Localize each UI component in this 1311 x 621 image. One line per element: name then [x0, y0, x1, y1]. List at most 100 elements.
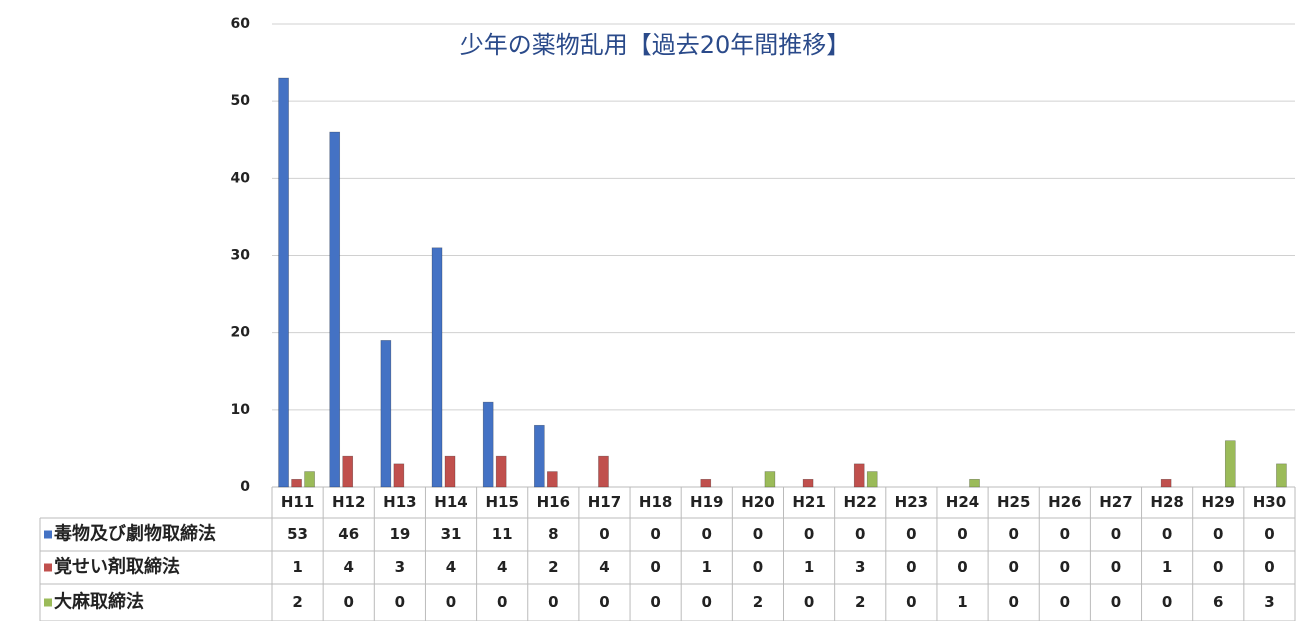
table-value: 0 — [1008, 558, 1018, 576]
table-value: 6 — [1213, 593, 1223, 611]
x-tick-label: H18 — [639, 493, 672, 511]
table-value: 2 — [548, 558, 558, 576]
bar — [304, 471, 315, 488]
table-value: 0 — [1162, 525, 1172, 543]
table-value: 0 — [1264, 525, 1274, 543]
table-value: 0 — [1111, 525, 1121, 543]
table-value: 4 — [599, 558, 609, 576]
x-tick-label: H27 — [1099, 493, 1132, 511]
chart-title: 少年の薬物乱用【過去20年間推移】 — [460, 31, 851, 59]
x-tick-label: H11 — [281, 493, 314, 511]
table-value: 0 — [957, 525, 967, 543]
x-tick-label: H16 — [537, 493, 570, 511]
x-tick-label: H14 — [434, 493, 467, 511]
bar — [291, 478, 302, 488]
table-value: 2 — [292, 593, 302, 611]
table-value: 11 — [492, 525, 513, 543]
bar — [866, 471, 878, 488]
table-value: 0 — [548, 593, 558, 611]
y-tick-label: 10 — [231, 402, 251, 418]
table-value: 0 — [906, 525, 916, 543]
x-tick-label: H21 — [792, 493, 825, 511]
table-value: 0 — [753, 558, 763, 576]
bar — [700, 478, 712, 488]
x-tick-label: H24 — [946, 493, 979, 511]
table-value: 1 — [1162, 558, 1172, 576]
x-tick-label: H25 — [997, 493, 1030, 511]
table-value: 3 — [1264, 593, 1274, 611]
bar — [444, 455, 456, 488]
table-value: 0 — [344, 593, 354, 611]
x-tick-label: H23 — [895, 493, 928, 511]
y-tick-label: 40 — [231, 170, 251, 186]
table-value: 0 — [1060, 525, 1070, 543]
x-tick-label: H20 — [741, 493, 774, 511]
table-value: 0 — [702, 593, 712, 611]
x-tick-label: H13 — [383, 493, 416, 511]
table-value: 1 — [804, 558, 814, 576]
y-tick-label: 0 — [240, 479, 250, 495]
bar — [393, 463, 405, 488]
table-value: 0 — [1060, 558, 1070, 576]
table-value: 2 — [753, 593, 763, 611]
y-tick-label: 30 — [231, 248, 251, 264]
x-tick-label: H29 — [1202, 493, 1235, 511]
table-value: 0 — [1162, 593, 1172, 611]
table-value: 0 — [1008, 525, 1018, 543]
bar — [547, 471, 558, 488]
table-value: 4 — [344, 558, 354, 576]
y-tick-label: 50 — [231, 93, 251, 109]
table-value: 0 — [804, 593, 814, 611]
x-tick-label: H30 — [1253, 493, 1286, 511]
legend-label: 毒物及び劇物取締法 — [54, 523, 216, 545]
table-value: 0 — [1111, 593, 1121, 611]
table-value: 8 — [548, 525, 558, 543]
bar — [853, 463, 865, 488]
table-value: 46 — [338, 525, 359, 543]
x-tick-label: H22 — [844, 493, 877, 511]
table-value: 0 — [497, 593, 507, 611]
legend-swatch — [44, 598, 52, 607]
bar — [598, 455, 609, 488]
table-value: 0 — [906, 558, 916, 576]
table-value: 0 — [906, 593, 916, 611]
bar — [329, 131, 341, 488]
bar — [969, 478, 980, 488]
bar — [342, 455, 354, 488]
table-value: 0 — [753, 525, 763, 543]
legend-swatch — [44, 563, 52, 572]
table-value: 0 — [650, 593, 660, 611]
table-value: 1 — [957, 593, 967, 611]
x-tick-label: H17 — [588, 493, 621, 511]
y-tick-label: 60 — [231, 16, 251, 32]
legend-swatch — [44, 530, 52, 539]
table-value: 0 — [446, 593, 456, 611]
table-value: 1 — [292, 558, 302, 576]
legend-label: 大麻取締法 — [54, 591, 144, 613]
table-value: 19 — [389, 525, 410, 543]
table-value: 0 — [804, 525, 814, 543]
table-value: 0 — [599, 525, 609, 543]
bar — [482, 401, 494, 488]
table-value: 0 — [1111, 558, 1121, 576]
bar — [1160, 478, 1172, 488]
table-value: 0 — [650, 558, 660, 576]
bar — [431, 247, 443, 488]
bar — [534, 424, 545, 488]
table-value: 0 — [599, 593, 609, 611]
table-value: 3 — [855, 558, 865, 576]
table-value: 0 — [702, 525, 712, 543]
table-value: 0 — [1264, 558, 1274, 576]
x-tick-label: H28 — [1150, 493, 1183, 511]
legend-label: 覚せい剤取締法 — [54, 556, 180, 578]
x-tick-label: H15 — [485, 493, 518, 511]
table-value: 4 — [446, 558, 456, 576]
bar — [380, 340, 392, 488]
bar — [1276, 463, 1287, 488]
table-value: 2 — [855, 593, 865, 611]
table-value: 1 — [702, 558, 712, 576]
y-tick-label: 20 — [231, 325, 251, 341]
bar — [495, 455, 507, 488]
table-value: 0 — [1008, 593, 1018, 611]
